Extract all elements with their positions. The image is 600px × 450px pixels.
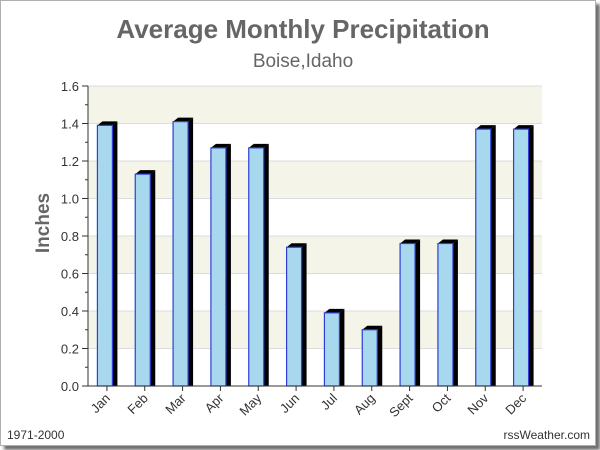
bar-side bbox=[528, 125, 534, 386]
x-tick-label: Jun bbox=[277, 391, 302, 416]
chart-title: Average Monthly Precipitation bbox=[116, 14, 489, 44]
bar-top bbox=[324, 308, 345, 313]
x-tick-label: Apr bbox=[202, 390, 227, 415]
bar-side bbox=[263, 143, 269, 386]
background-band bbox=[88, 86, 542, 124]
x-tick-label: Jan bbox=[88, 391, 113, 416]
bar-top bbox=[400, 239, 421, 244]
x-tick-label: Aug bbox=[351, 391, 378, 418]
bar-top bbox=[286, 243, 307, 248]
bar-top bbox=[210, 143, 231, 148]
y-tick-label: 0.4 bbox=[61, 304, 79, 319]
bar-top bbox=[173, 117, 194, 122]
background-band bbox=[88, 236, 542, 274]
bar-side bbox=[452, 239, 458, 386]
y-tick-label: 0.6 bbox=[61, 267, 79, 282]
bar-face bbox=[248, 147, 265, 387]
y-tick-labels: 0.0 0.2 0.4 0.6 0.8 1.0 1.2 1.4 1.6 bbox=[61, 79, 79, 394]
x-tick-label: Oct bbox=[429, 390, 454, 415]
bar-face bbox=[172, 121, 189, 387]
bar-top bbox=[97, 121, 118, 126]
bar-top bbox=[437, 239, 458, 244]
bar-dec bbox=[512, 125, 534, 387]
background-band bbox=[88, 161, 542, 199]
y-tick-label: 1.0 bbox=[61, 192, 79, 207]
bar-face bbox=[285, 246, 303, 387]
bar-side bbox=[225, 143, 231, 386]
x-tick-label: Jul bbox=[318, 390, 340, 412]
footer-period: 1971-2000 bbox=[7, 428, 65, 442]
x-tick-label: Nov bbox=[464, 390, 491, 417]
bar-may bbox=[248, 143, 269, 387]
bar-side bbox=[112, 121, 118, 386]
bar-top bbox=[513, 125, 534, 130]
bar-aug bbox=[361, 325, 383, 387]
bar-face bbox=[512, 128, 530, 387]
bar-face bbox=[437, 242, 454, 387]
y-tick-label: 1.4 bbox=[61, 117, 79, 132]
y-axis-label: Inches bbox=[33, 193, 54, 253]
x-tick-label: Mar bbox=[162, 390, 189, 417]
bar-apr bbox=[210, 143, 231, 387]
chart-subtitle: Boise,Idaho bbox=[253, 51, 353, 72]
footer-source: rssWeather.com bbox=[504, 428, 590, 442]
background-band bbox=[88, 348, 542, 386]
plot-background bbox=[88, 86, 542, 386]
bar-side bbox=[377, 325, 383, 386]
bar-series bbox=[96, 117, 534, 387]
bar-face bbox=[475, 128, 492, 387]
bar-sept bbox=[399, 239, 421, 387]
bar-oct bbox=[437, 239, 458, 387]
y-tick-label: 1.2 bbox=[61, 154, 79, 169]
y-tick-label: 1.6 bbox=[61, 79, 79, 94]
bar-nov bbox=[475, 125, 496, 387]
x-tick-label: Feb bbox=[124, 391, 150, 417]
y-tick-label: 0.8 bbox=[61, 229, 79, 244]
bar-mar bbox=[172, 117, 194, 387]
x-tick-label: Sept bbox=[386, 390, 416, 420]
bar-feb bbox=[134, 170, 156, 387]
bar-jul bbox=[323, 308, 345, 387]
bar-side bbox=[490, 125, 496, 386]
bar-face bbox=[210, 147, 227, 387]
bar-top bbox=[475, 125, 496, 130]
x-tick-label: Dec bbox=[502, 390, 529, 417]
background-band bbox=[88, 311, 542, 349]
background-band bbox=[88, 198, 542, 236]
bar-side bbox=[415, 239, 421, 386]
bar-side bbox=[150, 170, 156, 386]
bar-jan bbox=[96, 121, 118, 387]
bar-face bbox=[323, 312, 341, 387]
bar-top bbox=[248, 143, 269, 148]
bar-side bbox=[339, 308, 345, 386]
bar-jun bbox=[285, 243, 307, 387]
bar-side bbox=[301, 243, 307, 386]
chart-canvas: Average Monthly Precipitation Boise,Idah… bbox=[7, 14, 590, 442]
axes bbox=[82, 85, 542, 391]
background-band bbox=[88, 123, 542, 161]
background-band bbox=[88, 273, 542, 311]
x-tick-label: May bbox=[236, 390, 264, 418]
bar-side bbox=[188, 117, 194, 386]
bar-face bbox=[134, 173, 151, 387]
y-tick-label: 0.0 bbox=[61, 379, 79, 394]
y-tick-label: 0.2 bbox=[61, 342, 79, 357]
x-tick-labels: Jan Feb Mar Apr May Jun Jul Aug Sept Oct Nov Dec bbox=[88, 390, 530, 420]
bar-face bbox=[96, 124, 114, 387]
bar-top bbox=[135, 170, 156, 175]
bar-face bbox=[361, 329, 378, 387]
bar-face bbox=[399, 242, 416, 387]
bar-top bbox=[362, 325, 383, 330]
